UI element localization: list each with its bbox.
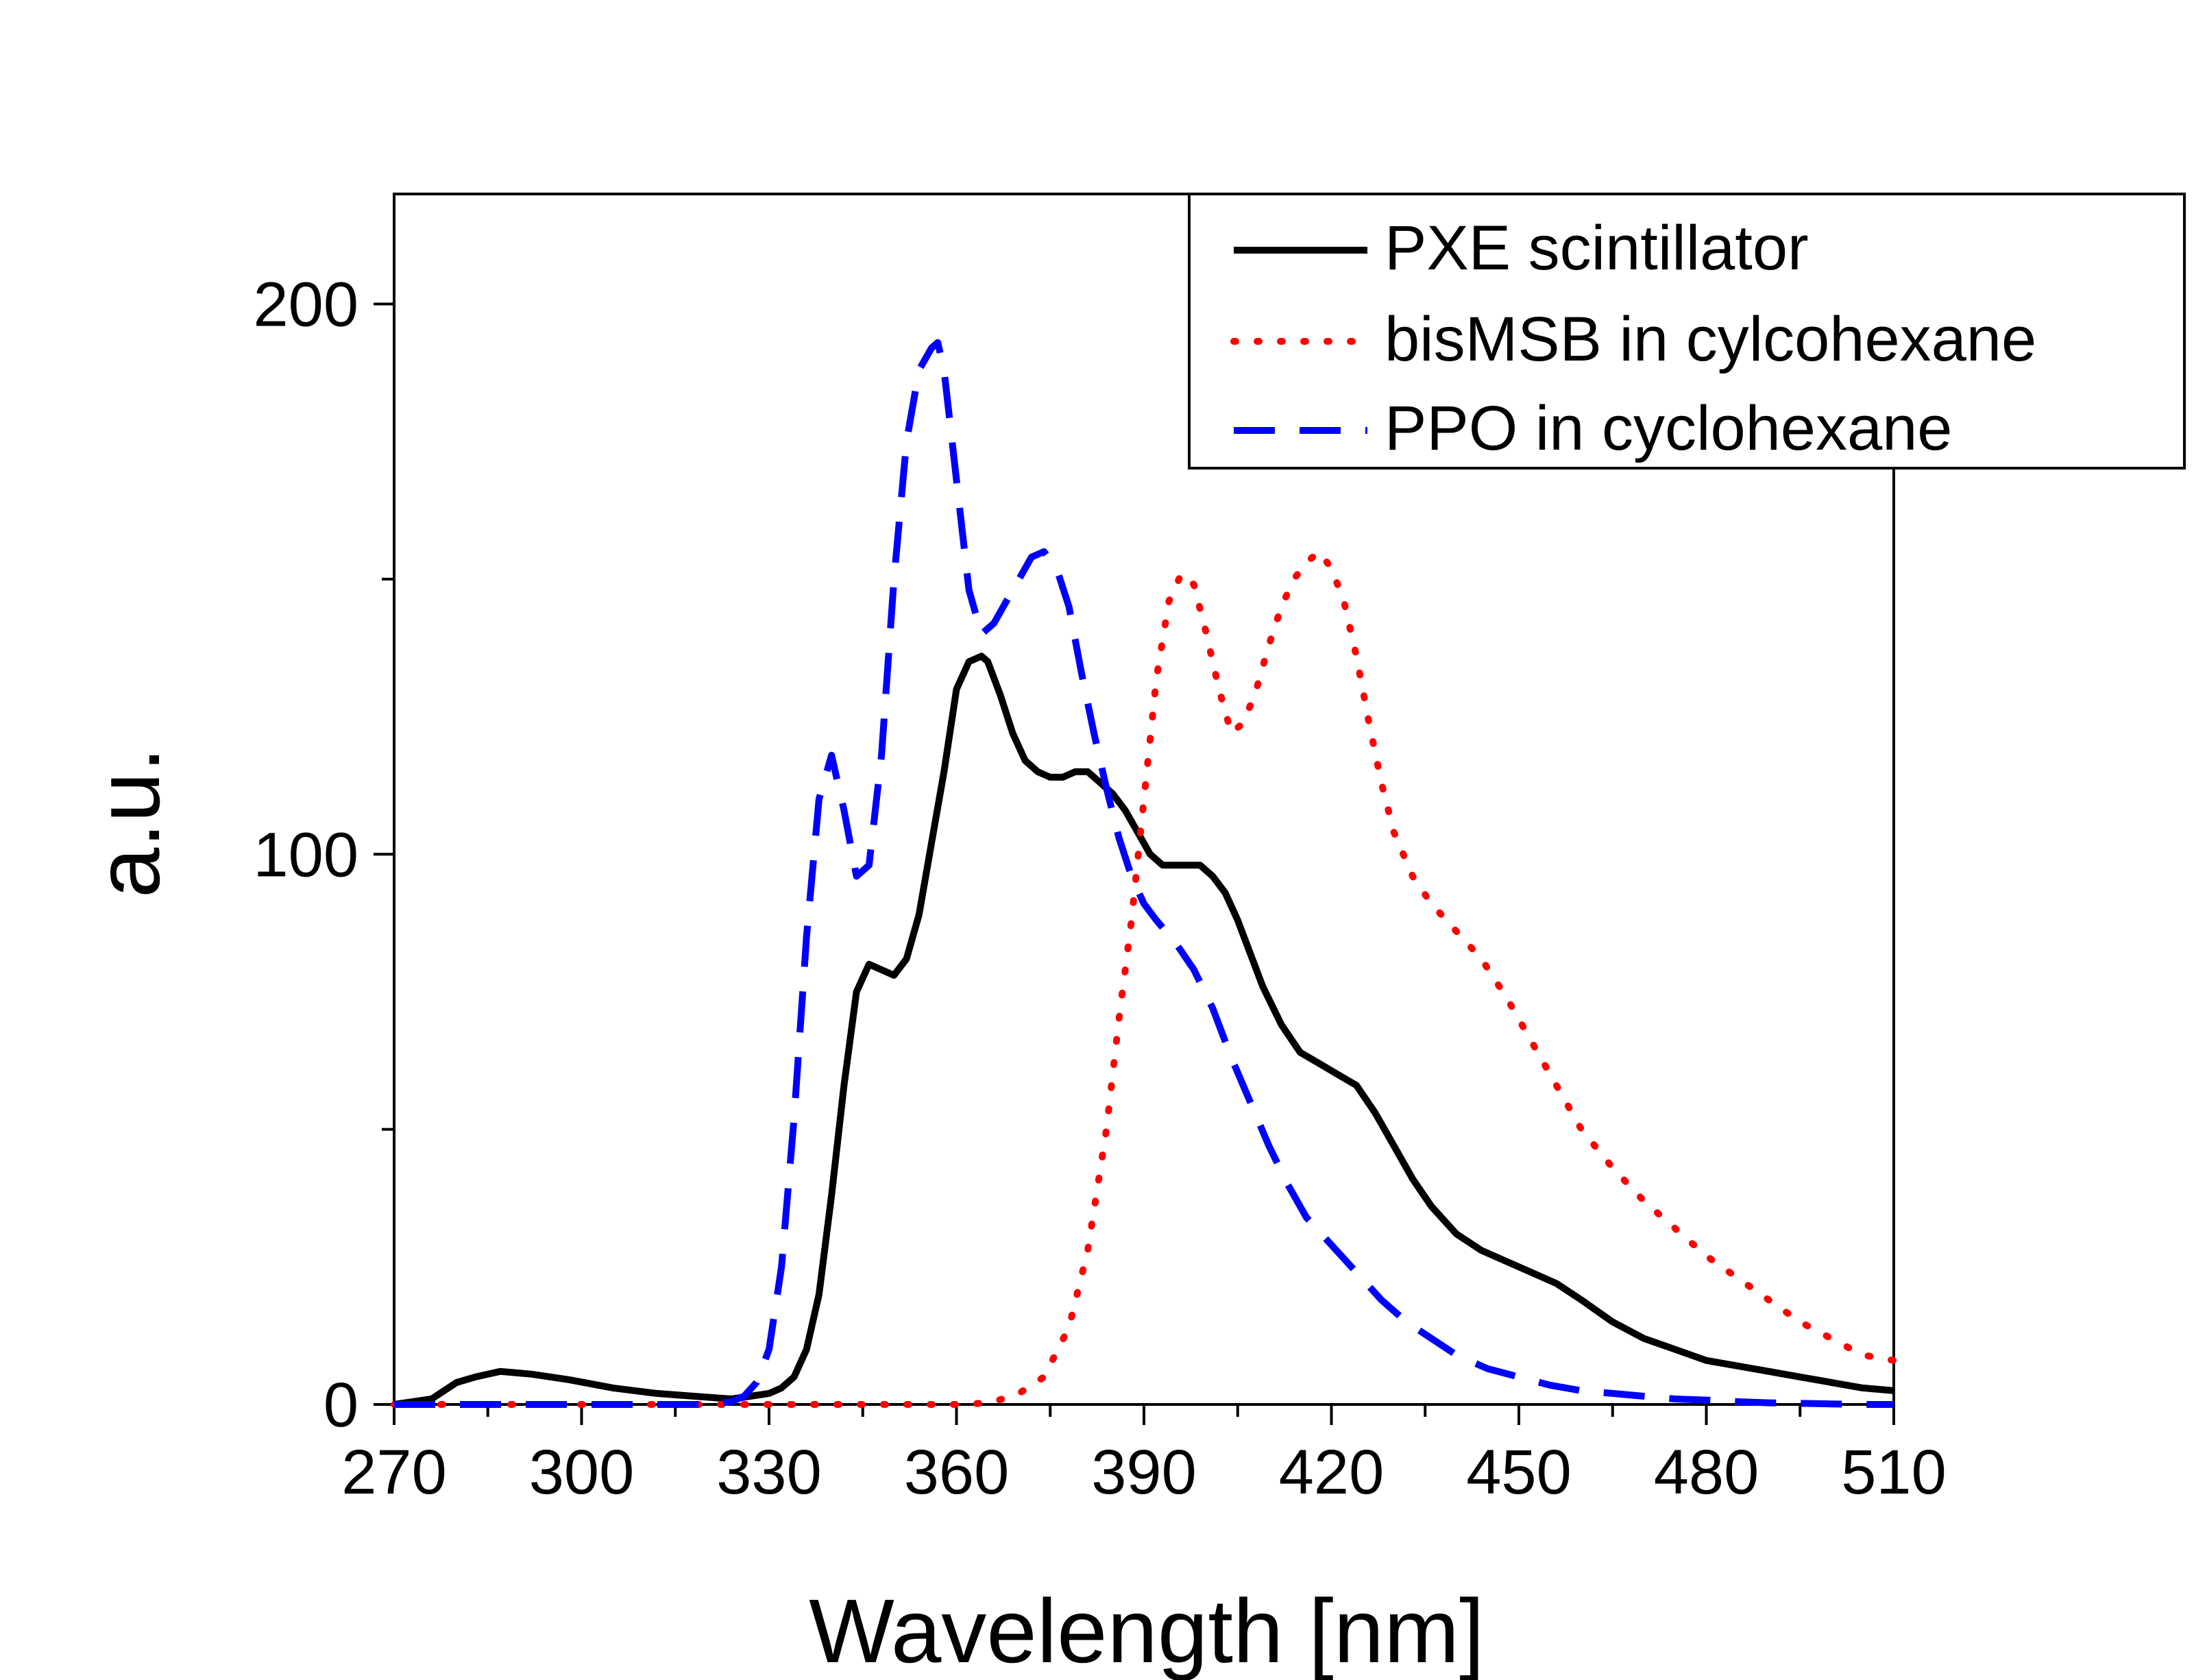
x-axis-title: Wavelength [nm] bbox=[809, 1581, 1485, 1680]
x-tick-label: 420 bbox=[1279, 1437, 1385, 1507]
legend-label-bismsb: bisMSB in cylcohexane bbox=[1385, 304, 2036, 374]
y-tick-label: 100 bbox=[254, 820, 359, 890]
y-axis-title: a.u. bbox=[77, 747, 178, 898]
x-tick-label: 450 bbox=[1466, 1437, 1572, 1507]
x-tick-label: 300 bbox=[529, 1437, 635, 1507]
x-tick-label: 480 bbox=[1654, 1437, 1759, 1507]
x-tick-label: 270 bbox=[341, 1437, 447, 1507]
y-tick-label: 0 bbox=[324, 1370, 358, 1440]
series-line-ppo bbox=[394, 339, 1894, 1408]
x-tick-label: 390 bbox=[1091, 1437, 1197, 1507]
series-line-pxe bbox=[393, 653, 1894, 1408]
y-axis-ticks: 0 100 200 bbox=[254, 270, 394, 1440]
legend: PXE scintillator bisMSB in cylcohexane P… bbox=[1188, 193, 2186, 470]
legend-label-pxe: PXE scintillator bbox=[1385, 213, 1809, 283]
x-axis-ticks: 270 300 330 360 390 420 450 480 510 bbox=[341, 1404, 1947, 1507]
x-tick-label: 510 bbox=[1841, 1437, 1947, 1507]
y-tick-label: 200 bbox=[254, 270, 359, 340]
series-line-bismsb bbox=[391, 548, 1897, 1408]
x-tick-label: 330 bbox=[716, 1437, 822, 1507]
legend-box bbox=[1188, 193, 2186, 470]
x-tick-label: 360 bbox=[904, 1437, 1010, 1507]
legend-label-ppo: PPO in cyclohexane bbox=[1385, 393, 1952, 463]
series-layer bbox=[391, 339, 1897, 1408]
